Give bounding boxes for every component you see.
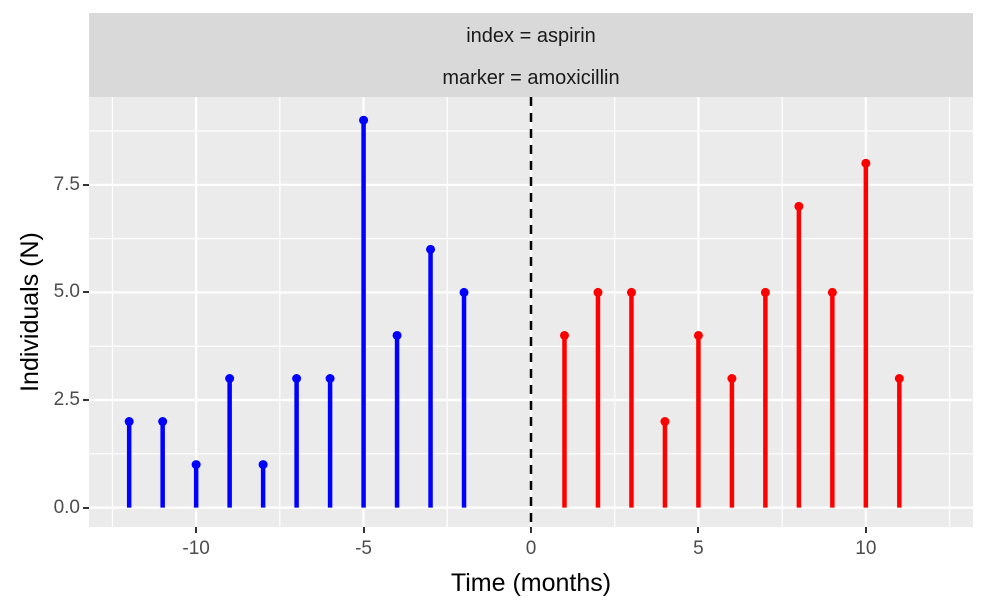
stem-point bbox=[626, 287, 636, 297]
x-tick-mark bbox=[195, 527, 198, 533]
facet-strip-label-marker: marker = amoxicillin bbox=[442, 66, 620, 89]
stem-point bbox=[359, 115, 369, 125]
stem-point bbox=[459, 287, 469, 297]
facet-strip: index = aspirin marker = amoxicillin bbox=[89, 13, 973, 97]
x-tick-mark bbox=[864, 527, 867, 533]
stem-point bbox=[225, 374, 235, 384]
stem-point bbox=[693, 330, 703, 340]
stem-point bbox=[861, 158, 871, 168]
stem-point bbox=[593, 287, 603, 297]
stem-point bbox=[191, 460, 201, 470]
stem-point bbox=[894, 374, 904, 384]
y-tick-mark bbox=[83, 291, 89, 294]
x-tick-label: -5 bbox=[355, 538, 373, 559]
stem-point bbox=[325, 374, 335, 384]
stem-point bbox=[158, 417, 168, 427]
stem-point bbox=[660, 417, 670, 427]
x-tick-mark bbox=[530, 527, 532, 533]
stem-point bbox=[292, 374, 302, 384]
y-tick-label: 5.0 bbox=[53, 281, 80, 303]
x-axis-title: Time (months) bbox=[450, 569, 612, 597]
chart-canvas bbox=[89, 97, 973, 527]
y-axis-title: Individuals (N) bbox=[16, 232, 44, 392]
stem-point bbox=[392, 330, 402, 340]
x-tick-label: -10 bbox=[182, 538, 210, 559]
x-tick-mark bbox=[697, 527, 700, 533]
y-tick-label: 2.5 bbox=[53, 389, 80, 411]
stem-point bbox=[794, 201, 804, 211]
y-tick-label: 0.0 bbox=[53, 496, 80, 518]
stem-point bbox=[827, 287, 837, 297]
x-tick-label: 0 bbox=[525, 538, 537, 559]
plot-panel bbox=[89, 97, 973, 527]
x-tick-label: 5 bbox=[693, 538, 704, 559]
stem-point bbox=[124, 417, 134, 427]
stem-point bbox=[426, 244, 436, 254]
y-tick-mark bbox=[83, 183, 89, 186]
x-tick-mark bbox=[362, 527, 365, 533]
stem-point bbox=[258, 460, 268, 470]
y-tick-mark bbox=[83, 506, 89, 509]
y-tick-mark bbox=[83, 399, 89, 402]
y-tick-label: 7.5 bbox=[53, 173, 80, 195]
stem-point bbox=[760, 287, 770, 297]
stem-point bbox=[727, 374, 737, 384]
facet-strip-label-index: index = aspirin bbox=[466, 24, 596, 47]
x-tick-label: 10 bbox=[855, 538, 877, 559]
stem-point bbox=[559, 330, 569, 340]
